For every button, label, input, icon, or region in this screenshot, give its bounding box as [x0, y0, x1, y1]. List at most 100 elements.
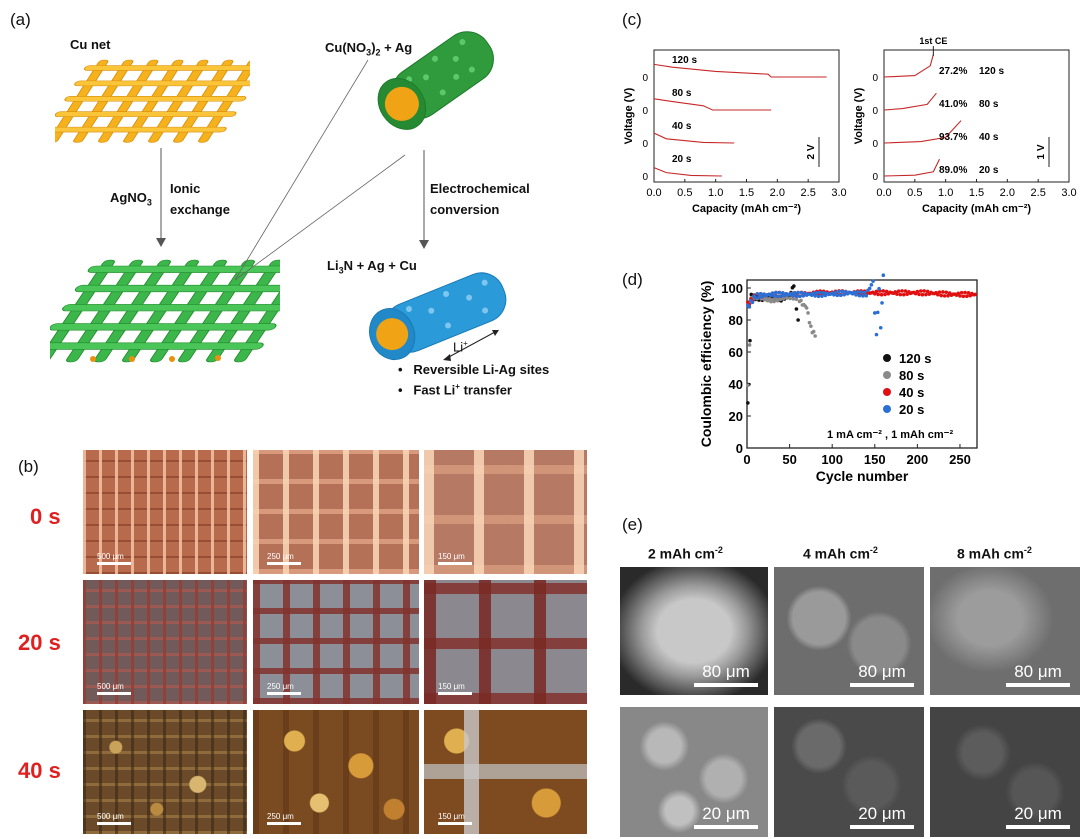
micrograph-0s-low: 500 μm — [83, 450, 247, 574]
row-label-20s: 20 s — [18, 630, 61, 655]
column-header-8: 8 mAh cm-2 — [957, 545, 1032, 562]
legend-marker — [883, 405, 891, 413]
data-point — [818, 290, 823, 295]
series-label: 20 s — [979, 165, 999, 176]
x-tick-label: 2.0 — [1000, 187, 1015, 199]
series-label: 120 s — [979, 66, 1004, 77]
sem-scale-bar: 80 μm — [1006, 662, 1070, 687]
voltage-curve — [883, 54, 934, 78]
scale-bar: 500 μm — [97, 552, 131, 565]
voltage-curve — [883, 158, 940, 177]
data-point — [854, 293, 858, 297]
x-tick-label: 0 — [743, 452, 750, 467]
panel-a-label: (a) — [10, 10, 31, 29]
green-tube-illustration — [377, 31, 494, 130]
plot-frame — [883, 49, 1070, 183]
data-point — [832, 293, 836, 297]
y-tick-label: 20 — [729, 409, 743, 424]
data-point — [872, 311, 877, 315]
ionic-label: Ionic — [170, 181, 201, 196]
voltage-curve — [653, 63, 827, 78]
data-point — [918, 289, 923, 293]
blue-tube-illustration — [369, 272, 507, 361]
legend-marker — [883, 371, 891, 379]
series-label: 80 s — [672, 88, 692, 99]
data-point — [798, 294, 802, 299]
micrograph-20s-low: 500 μm — [83, 580, 247, 704]
plot-frame — [746, 279, 978, 449]
data-point — [775, 298, 780, 303]
data-point — [877, 286, 881, 291]
data-point — [867, 286, 872, 291]
data-point — [915, 289, 920, 294]
data-point — [772, 299, 776, 304]
y-tick-label: 0 — [642, 139, 648, 150]
scale-bar: 250 μm — [267, 682, 301, 695]
data-point — [816, 294, 821, 299]
data-point — [862, 290, 867, 295]
product-label: Li3N + Ag + Cu — [327, 258, 417, 276]
scale-bar: 150 μm — [438, 682, 472, 695]
data-point — [917, 292, 921, 297]
data-point — [806, 311, 810, 315]
x-axis-label: Cycle number — [816, 468, 909, 484]
data-point — [963, 290, 967, 295]
data-point — [794, 307, 799, 311]
data-point — [781, 296, 786, 301]
ce-label: 89.0% — [939, 165, 967, 176]
column-header-2: 2 mAh cm-2 — [648, 545, 723, 562]
data-point — [760, 294, 765, 299]
data-point — [874, 289, 879, 294]
y-tick-label: 0 — [736, 441, 743, 456]
x-tick-label: 150 — [864, 452, 886, 467]
x-tick-label: 3.0 — [1061, 187, 1076, 199]
data-point — [778, 297, 783, 302]
data-point — [958, 294, 962, 298]
data-point — [861, 294, 865, 298]
x-tick-label: 1.0 — [938, 187, 953, 199]
data-point — [809, 324, 813, 328]
data-point — [813, 334, 817, 338]
data-point — [820, 294, 824, 298]
data-point — [813, 294, 817, 298]
data-point — [779, 294, 783, 298]
sem-8-low: 80 μm — [930, 567, 1080, 695]
legend-label: 120 s — [899, 351, 932, 366]
data-point — [788, 296, 792, 301]
scale-bar: 150 μm — [438, 812, 472, 825]
micrograph-0s-high: 150 μm — [424, 450, 587, 574]
zoom-lines — [235, 59, 406, 281]
data-point — [792, 291, 797, 295]
precursor-label: Cu(NO3)2 + Ag — [325, 40, 413, 58]
data-point — [758, 292, 763, 296]
series-label: 120 s — [672, 55, 697, 66]
y-tick-label: 60 — [729, 345, 743, 360]
data-point — [936, 292, 940, 297]
data-point — [852, 290, 857, 295]
data-point — [857, 293, 862, 298]
sem-2-low: 80 μm — [620, 567, 768, 695]
data-point — [785, 296, 789, 300]
first-ce-label: 1st CE — [919, 36, 947, 46]
data-point — [774, 290, 778, 295]
ce-label: 93.7% — [939, 132, 967, 143]
voltage-curve — [883, 92, 937, 111]
x-tick-label: 1.5 — [969, 187, 984, 199]
data-point — [881, 289, 886, 293]
data-point — [924, 292, 928, 297]
data-point — [956, 291, 961, 296]
data-point — [838, 293, 843, 298]
y-tick-label: 0 — [872, 73, 878, 84]
data-point — [944, 290, 949, 295]
panel-b-label: (b) — [18, 457, 39, 476]
data-point — [903, 289, 908, 293]
x-tick-label: 3.0 — [831, 187, 846, 199]
scale-bar: 250 μm — [267, 552, 301, 565]
y-tick-label: 0 — [872, 139, 878, 150]
chart-c-right: 0.0 0.5 1.0 1.5 2.0 2.5 3.0 Capacity (mAh cm⁻²)… — [853, 36, 1077, 215]
voltage-curve — [883, 120, 962, 144]
series-label: 20 s — [672, 154, 692, 165]
micrograph-20s-high: 150 μm — [424, 580, 587, 704]
row-label-0s: 0 s — [30, 504, 61, 529]
micrograph-0s-mid: 250 μm — [253, 450, 419, 574]
